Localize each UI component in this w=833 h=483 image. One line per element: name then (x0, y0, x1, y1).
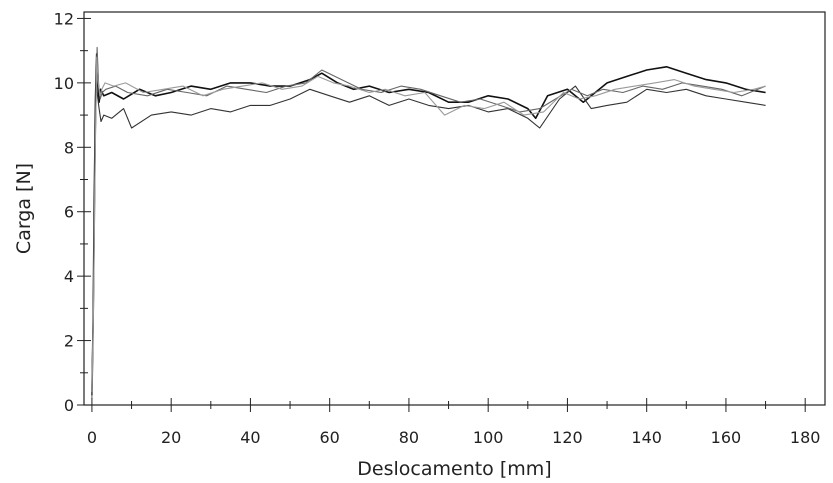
x-axis-title: Deslocamento [mm] (357, 458, 551, 480)
x-tick-label: 60 (319, 428, 339, 447)
x-tick-label: 120 (552, 428, 583, 447)
y-tick-label: 6 (64, 203, 74, 222)
y-axis: 0 2 4 6 8 10 12 (54, 9, 91, 415)
series-line-4 (91, 56, 766, 393)
x-tick-label: 140 (631, 428, 662, 447)
x-tick-label: 0 (87, 428, 97, 447)
plot-frame (83, 11, 826, 406)
x-tick-label: 80 (399, 428, 419, 447)
y-tick-label: 8 (64, 138, 74, 157)
y-tick-label: 0 (64, 396, 74, 415)
y-tick-label: 12 (54, 9, 74, 28)
series-line-2 (91, 72, 766, 389)
y-axis-title: Carga [N] (13, 163, 35, 254)
y-tick-label: 10 (54, 74, 74, 93)
series-layer (91, 46, 766, 399)
x-tick-label: 160 (711, 428, 742, 447)
y-tick-label: 2 (64, 332, 74, 351)
y-tick-label: 4 (64, 267, 74, 286)
series-line-3 (91, 46, 766, 399)
x-axis: 0 20 40 60 80 100 120 140 160 180 (87, 398, 821, 447)
plot-border (83, 11, 826, 406)
x-tick-label: 20 (161, 428, 181, 447)
x-tick-label: 40 (240, 428, 260, 447)
x-tick-label: 180 (790, 428, 821, 447)
x-tick-label: 100 (473, 428, 504, 447)
